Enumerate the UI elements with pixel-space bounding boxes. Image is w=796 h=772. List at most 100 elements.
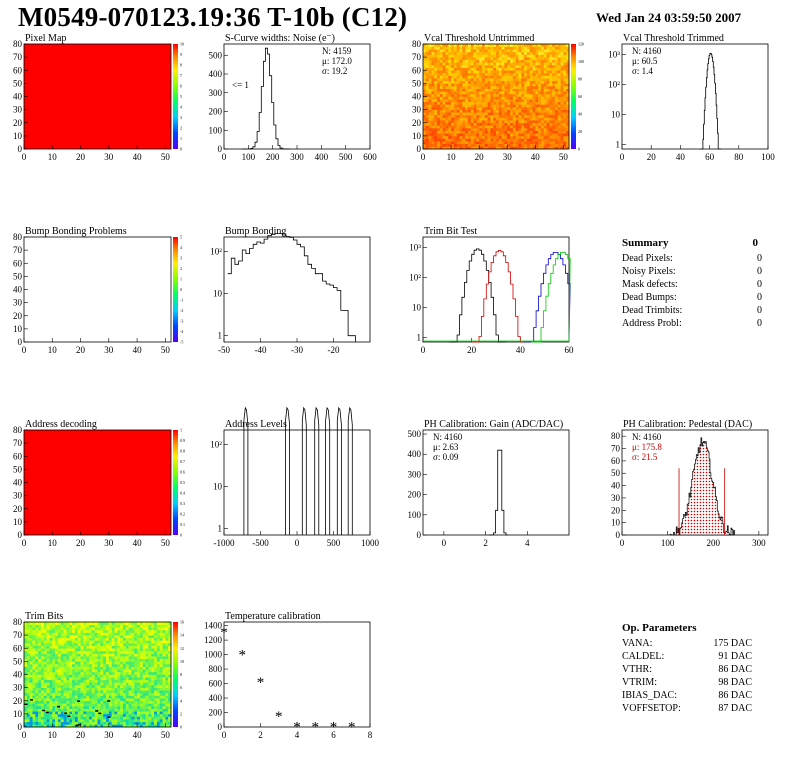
heatmap-cell bbox=[437, 141, 441, 145]
heatmap-cell bbox=[532, 70, 536, 74]
y-tick-label: 30 bbox=[13, 683, 23, 693]
heatmap-cell bbox=[507, 80, 511, 84]
heatmap-cell bbox=[35, 661, 39, 665]
heatmap-cell bbox=[63, 661, 67, 665]
heatmap-cell bbox=[507, 86, 511, 89]
y-tick-label: 1 bbox=[218, 331, 223, 341]
heatmap-cell bbox=[442, 133, 446, 137]
heatmap-cell bbox=[467, 59, 472, 63]
heatmap-cell bbox=[162, 692, 166, 696]
heatmap-cell bbox=[563, 122, 567, 126]
y-tick-label: 10² bbox=[409, 273, 421, 283]
heatmap-cell bbox=[66, 653, 70, 657]
heatmap-cell bbox=[86, 711, 90, 715]
heatmap-cell bbox=[49, 669, 53, 673]
heatmap-cell bbox=[49, 706, 53, 709]
heatmap-cell bbox=[563, 91, 567, 95]
heatmap-cell bbox=[105, 724, 110, 728]
heatmap-cell bbox=[131, 640, 135, 644]
heatmap-cell bbox=[479, 44, 483, 47]
heatmap-cell bbox=[538, 133, 542, 137]
heatmap-cell bbox=[504, 88, 508, 92]
heatmap-cell bbox=[434, 138, 438, 142]
heatmap-cell bbox=[560, 133, 564, 137]
heatmap-cell bbox=[560, 44, 564, 47]
heatmap-cell bbox=[108, 664, 112, 667]
heatmap-cell bbox=[524, 46, 528, 50]
heatmap-cell bbox=[26, 653, 30, 657]
heatmap-cell bbox=[434, 44, 438, 47]
heatmap-cell bbox=[493, 93, 497, 97]
heatmap-cell bbox=[26, 679, 30, 683]
heatmap-cell bbox=[470, 99, 474, 103]
heatmap-cell bbox=[524, 54, 528, 58]
heatmap-cell bbox=[165, 624, 169, 628]
heatmap-cell bbox=[434, 112, 438, 116]
heatmap-cell bbox=[108, 706, 112, 709]
heatmap-cell bbox=[473, 141, 477, 145]
heatmap-cell bbox=[105, 627, 110, 631]
heatmap-cell bbox=[165, 703, 169, 707]
heatmap-cell bbox=[80, 677, 84, 681]
heatmap-cell bbox=[89, 677, 93, 681]
heatmap-cell bbox=[510, 65, 514, 68]
heatmap-cell bbox=[103, 711, 107, 715]
heatmap-cell bbox=[557, 99, 561, 103]
heatmap-cell bbox=[496, 93, 500, 97]
heatmap-cell bbox=[151, 648, 155, 652]
heatmap-cell bbox=[142, 650, 146, 654]
y-tick-label: 1 bbox=[417, 333, 422, 343]
heatmap-cell bbox=[35, 690, 39, 694]
heatmap-cell bbox=[91, 724, 95, 728]
heatmap-cell bbox=[456, 125, 460, 129]
heatmap-cell bbox=[515, 49, 519, 53]
summary-value: 0 bbox=[757, 318, 762, 329]
heatmap-cell bbox=[507, 99, 511, 103]
heatmap-cell bbox=[154, 661, 158, 665]
heatmap-cell bbox=[476, 96, 480, 100]
heatmap-cell bbox=[459, 91, 463, 95]
heatmap-cell bbox=[549, 86, 553, 89]
heatmap-cell bbox=[131, 629, 135, 633]
heatmap-cell bbox=[546, 88, 550, 92]
heatmap-cell bbox=[57, 708, 62, 712]
heatmap-cell bbox=[66, 679, 70, 683]
heatmap-cell bbox=[114, 637, 118, 641]
heatmap-cell bbox=[52, 669, 56, 673]
heatmap-cell bbox=[55, 643, 59, 646]
x-tick-label: 10 bbox=[48, 152, 58, 162]
heatmap-cell bbox=[120, 706, 124, 709]
heatmap-cell bbox=[46, 674, 50, 678]
heatmap-cell bbox=[134, 716, 138, 720]
heatmap-cell bbox=[445, 135, 449, 139]
heatmap-cell bbox=[165, 643, 169, 646]
heatmap-cell bbox=[57, 706, 62, 709]
heatmap-cell bbox=[168, 692, 172, 696]
heatmap-cell bbox=[459, 128, 463, 131]
heatmap-cell bbox=[94, 692, 98, 696]
heatmap-cell bbox=[540, 65, 545, 68]
heatmap-cell bbox=[442, 75, 446, 79]
heatmap-cell bbox=[437, 117, 441, 121]
heatmap-cell bbox=[57, 698, 62, 702]
heatmap-cell bbox=[515, 62, 519, 66]
heatmap-cell bbox=[425, 80, 429, 84]
heatmap-cell bbox=[165, 674, 169, 678]
heatmap-cell bbox=[490, 65, 494, 68]
y-tick-label: 1200 bbox=[204, 635, 223, 645]
heatmap-cell bbox=[543, 141, 547, 145]
heatmap-cell bbox=[529, 44, 533, 47]
heatmap-cell bbox=[91, 716, 95, 720]
heatmap-cell bbox=[476, 109, 480, 113]
heatmap-cell bbox=[86, 629, 90, 633]
heatmap-cell bbox=[148, 677, 152, 681]
heatmap-cell bbox=[108, 637, 112, 641]
heatmap-cell bbox=[55, 703, 59, 707]
heatmap-cell bbox=[448, 130, 452, 134]
heatmap-cell bbox=[442, 146, 446, 150]
heatmap-cell bbox=[77, 698, 81, 702]
heatmap-cell bbox=[526, 86, 530, 89]
heatmap-cell bbox=[145, 653, 149, 657]
heatmap-cell bbox=[122, 695, 127, 699]
heatmap-cell bbox=[445, 143, 449, 147]
